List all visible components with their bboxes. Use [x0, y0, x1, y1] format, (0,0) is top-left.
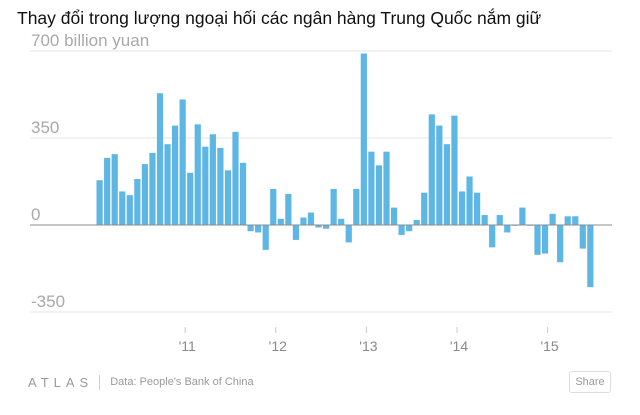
- bar: [126, 195, 133, 225]
- bar: [368, 151, 375, 225]
- bar: [270, 188, 277, 225]
- bar: [172, 125, 179, 225]
- bar: [202, 146, 209, 225]
- bar: [164, 144, 171, 225]
- gridlines: [30, 50, 612, 313]
- bar: [217, 147, 224, 225]
- x-tick-label: '13: [359, 338, 377, 354]
- bar: [549, 213, 556, 225]
- bar: [557, 225, 564, 263]
- bar: [496, 215, 503, 225]
- y-tick-label: 700 billion yuan: [31, 31, 149, 50]
- bar: [262, 225, 269, 250]
- bar: [360, 53, 367, 225]
- bar: [187, 172, 194, 225]
- bar: [111, 154, 118, 225]
- bar: [104, 157, 111, 225]
- bar: [232, 131, 239, 225]
- x-tick-label: '11: [179, 338, 196, 354]
- bar: [519, 207, 526, 225]
- y-tick-label: 0: [31, 205, 40, 224]
- share-button[interactable]: Share: [569, 371, 611, 393]
- y-tick-label: 350: [31, 118, 59, 137]
- bar: [428, 114, 435, 225]
- atlas-logo[interactable]: ATLAS: [28, 374, 94, 390]
- bar: [149, 152, 156, 225]
- bars: [96, 53, 594, 288]
- bar: [436, 125, 443, 225]
- bar: [458, 191, 466, 225]
- bar: [345, 225, 352, 243]
- bar: [224, 170, 232, 225]
- bar: [421, 192, 428, 225]
- bar: [285, 193, 292, 225]
- bar: [156, 93, 164, 225]
- bar: [323, 225, 330, 229]
- bar: [209, 134, 216, 225]
- bar: [194, 124, 201, 225]
- bar: [307, 212, 315, 225]
- bar: [398, 225, 405, 235]
- footer-divider: [99, 374, 101, 390]
- bar: [300, 217, 307, 225]
- data-source: Data: People's Bank of China: [110, 376, 254, 388]
- bar: [141, 164, 148, 225]
- bar: [239, 162, 247, 225]
- bar: [534, 225, 541, 255]
- bar: [277, 218, 284, 225]
- bar: [572, 216, 579, 225]
- x-tick-label: '15: [540, 338, 558, 354]
- bar: [541, 225, 549, 254]
- bar: [504, 225, 511, 233]
- bar: [375, 165, 383, 225]
- bar: [255, 225, 262, 233]
- bar: [119, 191, 126, 225]
- bar: [579, 225, 586, 249]
- bar: [443, 144, 450, 225]
- bar: [134, 179, 141, 225]
- bar: [353, 188, 360, 225]
- bar: [451, 115, 458, 225]
- bar: [96, 180, 103, 225]
- bar: [315, 225, 322, 228]
- bar: [413, 220, 420, 225]
- bar: [481, 215, 488, 225]
- bar: [390, 207, 398, 225]
- x-tick-label: '12: [269, 338, 287, 354]
- bar: [489, 225, 496, 248]
- bar: [466, 176, 473, 225]
- bar: [587, 225, 594, 288]
- bar: [383, 151, 390, 225]
- bar: [247, 225, 254, 232]
- bar: [338, 218, 345, 225]
- bar: [406, 225, 413, 232]
- x-axis-ticks: '11 '12 '13 '14 '15: [179, 327, 559, 354]
- y-axis-ticks: 700 billion yuan 350 0 -350: [31, 31, 149, 311]
- bar: [179, 99, 186, 225]
- x-tick-label: '14: [450, 338, 468, 354]
- chart-title: Thay đổi trong lượng ngoại hối các ngân …: [17, 8, 542, 28]
- bar: [292, 225, 299, 240]
- bar: [330, 188, 337, 225]
- footer: ATLAS Data: People's Bank of China: [28, 372, 254, 392]
- y-tick-label: -350: [31, 292, 65, 311]
- bar: [564, 216, 571, 225]
- bar: [474, 192, 481, 225]
